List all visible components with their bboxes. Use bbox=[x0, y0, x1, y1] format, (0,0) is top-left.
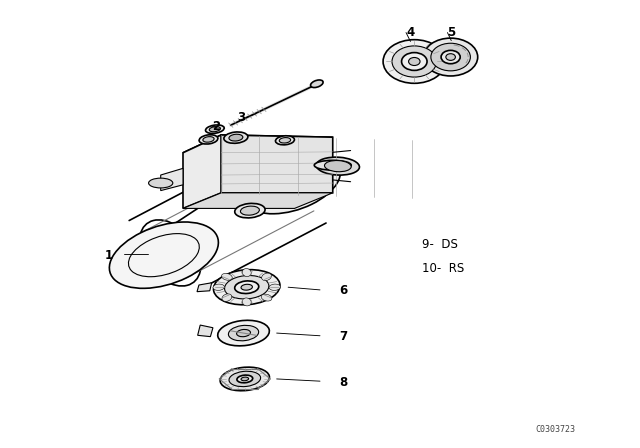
Polygon shape bbox=[183, 135, 333, 155]
Ellipse shape bbox=[242, 268, 252, 276]
Ellipse shape bbox=[262, 273, 271, 280]
Ellipse shape bbox=[214, 270, 280, 305]
Ellipse shape bbox=[209, 127, 220, 132]
Text: 3: 3 bbox=[237, 111, 245, 124]
Text: 2: 2 bbox=[212, 120, 220, 133]
Ellipse shape bbox=[229, 371, 260, 387]
Ellipse shape bbox=[220, 367, 269, 391]
Ellipse shape bbox=[218, 320, 269, 346]
Ellipse shape bbox=[241, 377, 248, 381]
Ellipse shape bbox=[150, 231, 190, 276]
Ellipse shape bbox=[261, 294, 272, 301]
Ellipse shape bbox=[224, 132, 248, 143]
Ellipse shape bbox=[229, 134, 243, 141]
Ellipse shape bbox=[235, 203, 265, 218]
Text: 1: 1 bbox=[105, 249, 113, 262]
Ellipse shape bbox=[129, 233, 199, 277]
Ellipse shape bbox=[228, 325, 259, 341]
Ellipse shape bbox=[441, 50, 460, 64]
Text: 8: 8 bbox=[339, 375, 348, 388]
Ellipse shape bbox=[408, 57, 420, 65]
Ellipse shape bbox=[205, 125, 224, 134]
Ellipse shape bbox=[237, 375, 253, 383]
Polygon shape bbox=[183, 135, 221, 208]
Ellipse shape bbox=[316, 157, 360, 175]
Polygon shape bbox=[198, 325, 213, 336]
Ellipse shape bbox=[269, 284, 280, 290]
Text: 10-  RS: 10- RS bbox=[422, 262, 464, 275]
Ellipse shape bbox=[237, 329, 250, 337]
Ellipse shape bbox=[235, 281, 259, 293]
Ellipse shape bbox=[392, 46, 436, 77]
Ellipse shape bbox=[242, 298, 252, 306]
Ellipse shape bbox=[310, 80, 323, 87]
Ellipse shape bbox=[203, 137, 214, 142]
Ellipse shape bbox=[199, 135, 218, 144]
Ellipse shape bbox=[221, 273, 232, 280]
Ellipse shape bbox=[324, 160, 351, 172]
Ellipse shape bbox=[431, 43, 470, 71]
Text: C0303723: C0303723 bbox=[536, 425, 576, 434]
Ellipse shape bbox=[148, 178, 173, 188]
Polygon shape bbox=[161, 168, 183, 190]
Text: 7: 7 bbox=[339, 330, 348, 343]
Polygon shape bbox=[197, 283, 212, 292]
Text: 9-  DS: 9- DS bbox=[422, 237, 458, 250]
Ellipse shape bbox=[213, 284, 225, 290]
Ellipse shape bbox=[275, 136, 294, 145]
Ellipse shape bbox=[225, 276, 269, 299]
Ellipse shape bbox=[446, 54, 456, 60]
Ellipse shape bbox=[383, 40, 445, 83]
Polygon shape bbox=[221, 135, 333, 193]
Ellipse shape bbox=[241, 284, 252, 290]
Text: 5: 5 bbox=[447, 26, 456, 39]
Ellipse shape bbox=[243, 154, 340, 214]
Ellipse shape bbox=[241, 206, 259, 215]
Ellipse shape bbox=[140, 220, 201, 286]
Ellipse shape bbox=[314, 160, 351, 170]
Text: 4: 4 bbox=[406, 26, 414, 39]
Ellipse shape bbox=[279, 138, 291, 143]
Polygon shape bbox=[183, 193, 333, 208]
Ellipse shape bbox=[401, 52, 427, 70]
Text: 6: 6 bbox=[339, 284, 348, 297]
Ellipse shape bbox=[109, 222, 218, 289]
Ellipse shape bbox=[222, 294, 232, 302]
Ellipse shape bbox=[424, 38, 477, 76]
